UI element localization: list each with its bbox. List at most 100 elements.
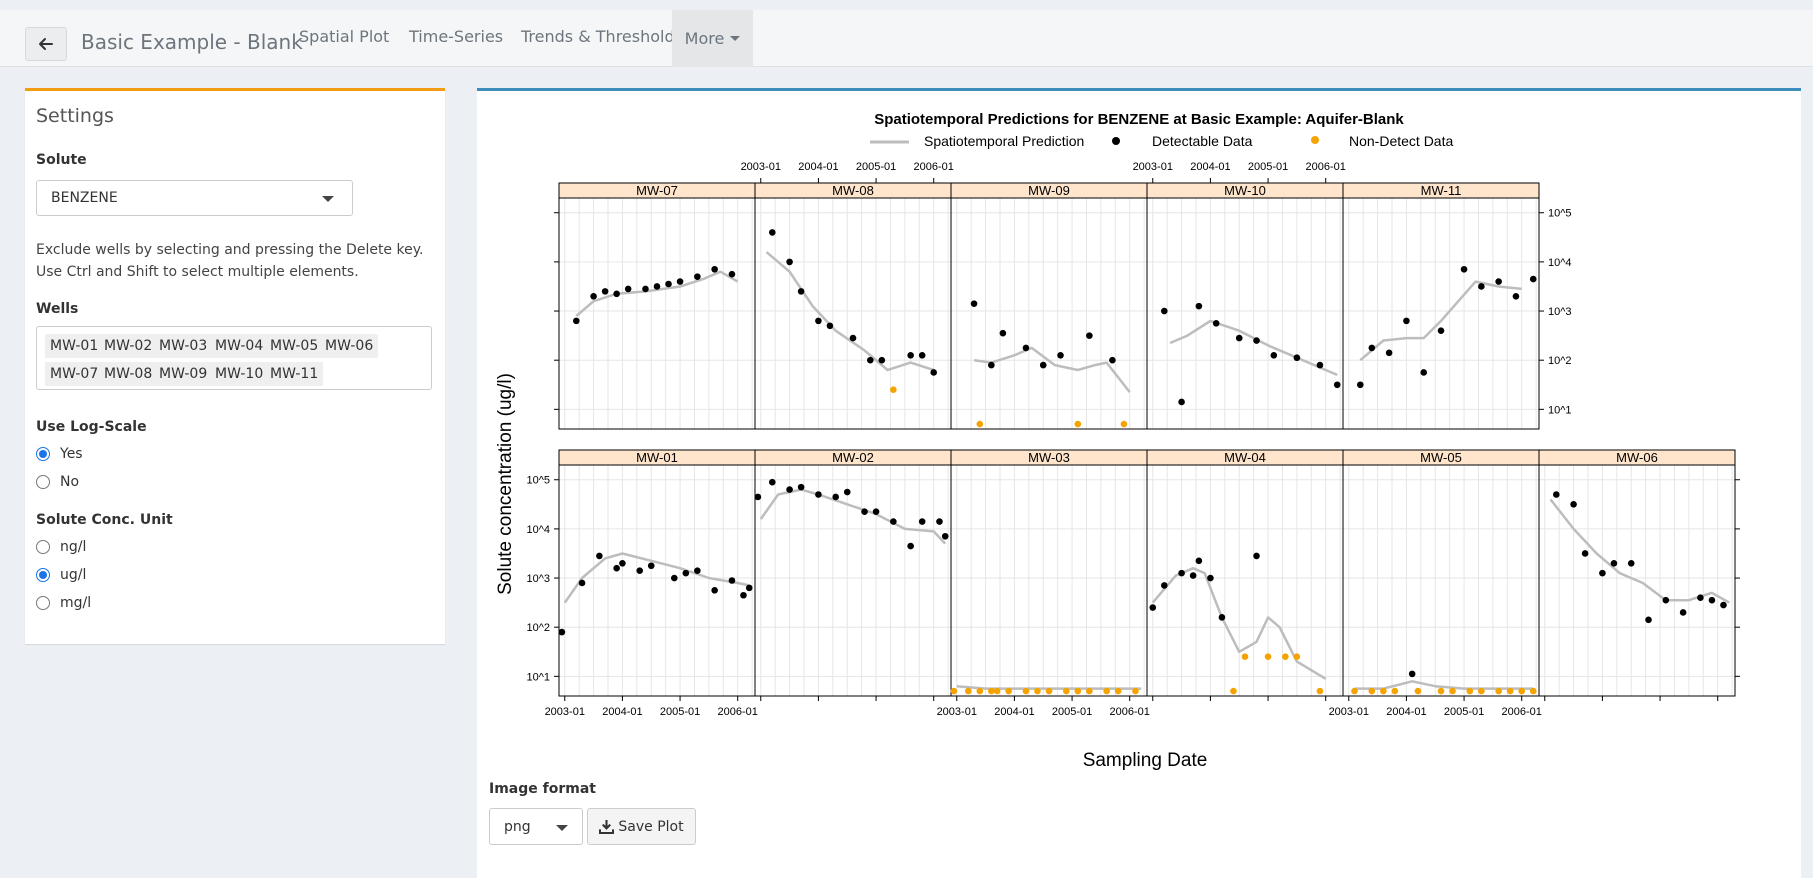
nondetect-point	[1391, 687, 1399, 695]
x-tick-label: 2004-01	[798, 161, 838, 173]
legend-dot-nondetect	[1311, 136, 1319, 144]
detect-point	[682, 569, 690, 577]
more-dropdown[interactable]: More	[672, 10, 753, 67]
nondetect-point	[976, 420, 984, 428]
detect-point	[1708, 596, 1716, 604]
tab-trends-thresholds[interactable]: Trends & Thresholds	[521, 27, 683, 46]
well-chip-mw-07[interactable]: MW-07	[45, 362, 104, 386]
nondetect-point	[1414, 687, 1422, 695]
detect-point	[1356, 381, 1364, 389]
save-plot-label: Save Plot	[618, 818, 684, 835]
nondetect-point	[988, 687, 995, 695]
detect-point	[1529, 275, 1537, 283]
well-chip-mw-09[interactable]: MW-09	[154, 362, 213, 386]
panel-mw-10: MW-10 2003-01 2004-01 2005-01 2006-01	[1133, 161, 1346, 430]
x-tick-label: 2005-01	[1248, 161, 1288, 173]
prediction-line	[575, 270, 739, 317]
save-plot-button[interactable]: Save Plot	[587, 808, 696, 845]
radio-unchecked-icon	[36, 475, 50, 489]
detect-point	[1512, 292, 1520, 300]
detect-point	[1178, 398, 1185, 406]
detect-point	[578, 579, 586, 587]
logscale-no-radio[interactable]: No	[36, 474, 79, 490]
unit-mgl-radio[interactable]: mg/l	[36, 595, 91, 611]
detect-point	[745, 584, 753, 592]
tab-spatial-plot[interactable]: Spatial Plot	[299, 27, 390, 46]
x-tick-label: 2003-01	[545, 706, 585, 718]
well-chip-mw-02[interactable]: MW-02	[99, 334, 158, 358]
nondetect-point	[890, 386, 897, 393]
well-chip-mw-08[interactable]: MW-08	[99, 362, 158, 386]
detect-point	[999, 329, 1007, 337]
logscale-no-label: No	[60, 474, 80, 490]
detect-point	[1368, 344, 1376, 352]
nondetect-point	[1316, 687, 1324, 695]
detect-point	[786, 258, 793, 266]
detect-point	[613, 564, 620, 572]
panel-strip-label: MW-03	[1028, 450, 1070, 465]
radio-unchecked-icon	[36, 596, 50, 610]
detect-point	[1627, 559, 1635, 567]
panel-strip-label: MW-06	[1616, 450, 1658, 465]
radio-checked-icon	[36, 568, 50, 582]
well-chip-mw-04[interactable]: MW-04	[210, 334, 269, 358]
well-chip-mw-05[interactable]: MW-05	[265, 334, 324, 358]
tab-time-series[interactable]: Time-Series	[409, 27, 504, 46]
panel-strip-label: MW-09	[1028, 183, 1070, 198]
well-chip-mw-10[interactable]: MW-10	[210, 362, 269, 386]
y-tick-label: 10^4	[526, 524, 550, 536]
panel-frame	[950, 197, 1148, 430]
wells-multiselect[interactable]: MW-01 MW-02 MW-03 MW-04 MW-05 MW-06 MW-0…	[36, 326, 432, 390]
detect-point	[694, 567, 701, 574]
panel-strip-label: MW-01	[636, 450, 678, 465]
back-button[interactable]	[25, 27, 67, 61]
well-chip-mw-06[interactable]: MW-06	[320, 334, 379, 358]
x-tick-label: 2006-01	[1110, 706, 1150, 718]
x-tick-label: 2003-01	[741, 161, 781, 173]
detect-point	[1437, 327, 1445, 335]
unit-ugl-radio[interactable]: ug/l	[36, 567, 86, 583]
detect-point	[768, 229, 776, 236]
detect-point	[1552, 491, 1560, 498]
well-chip-mw-01[interactable]: MW-01	[45, 334, 104, 358]
nondetect-point	[1293, 653, 1301, 660]
detect-point	[619, 559, 626, 567]
settings-panel: Settings Solute BENZENE Exclude wells by…	[25, 88, 445, 644]
detect-point	[815, 491, 822, 498]
detect-point	[1581, 550, 1589, 557]
wells-label: Wells	[36, 301, 79, 317]
nondetect-point	[1103, 687, 1110, 695]
detect-point	[815, 317, 822, 325]
nondetect-point	[1045, 687, 1053, 695]
image-format-select[interactable]: png	[489, 808, 583, 845]
panel-mw-11: MW-11 10^1 10^2 10^3 10^4 10^5	[1342, 182, 1572, 430]
unit-ngl-radio[interactable]: ng/l	[36, 539, 86, 555]
download-icon	[599, 819, 615, 834]
image-format-label: Image format	[489, 781, 596, 797]
detect-point	[1207, 574, 1214, 582]
well-chip-mw-11[interactable]: MW-11	[265, 362, 324, 386]
detect-point	[613, 290, 620, 298]
detect-point	[1022, 344, 1030, 352]
nondetect-point	[1034, 687, 1041, 695]
nondetect-point	[1241, 653, 1249, 660]
panel-frame	[1342, 197, 1540, 430]
logscale-yes-radio[interactable]: Yes	[36, 446, 83, 462]
image-format-value: png	[504, 819, 531, 835]
detect-point	[1149, 604, 1157, 611]
detect-point	[1270, 351, 1278, 359]
solute-select[interactable]: BENZENE	[36, 180, 353, 216]
y-tick-label: 10^5	[1548, 208, 1572, 220]
nondetect-point	[1495, 687, 1502, 695]
y-tick-label: 10^2	[1548, 355, 1572, 367]
well-chip-mw-03[interactable]: MW-03	[154, 334, 213, 358]
detect-point	[1160, 307, 1168, 315]
x-tick-label: 2005-01	[660, 706, 700, 718]
detect-point	[786, 486, 793, 493]
detect-point	[1720, 601, 1727, 609]
nondetect-point	[993, 687, 1001, 695]
nondetect-point	[964, 687, 972, 695]
detect-point	[1253, 552, 1260, 560]
chart-title: Spatiotemporal Predictions for BENZENE a…	[874, 111, 1404, 128]
detect-point	[890, 518, 897, 525]
